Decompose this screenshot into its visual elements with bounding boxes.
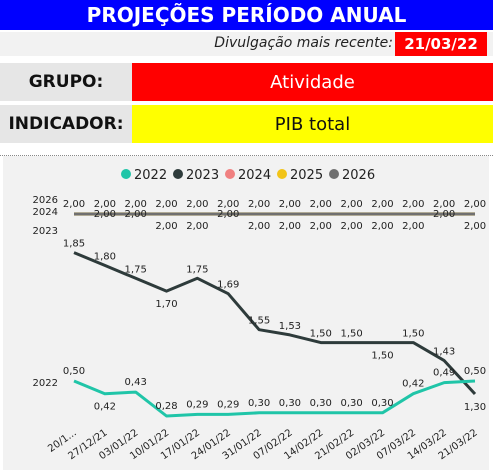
data-label-2023-13: 1,30 (464, 402, 486, 413)
data-label-2022-6: 0,30 (248, 398, 270, 409)
legend-marker-2026 (329, 169, 339, 179)
data-label-2024-13: 2,00 (464, 221, 486, 232)
data-label-2023-7: 1,53 (279, 321, 301, 332)
data-label-2024-9: 2,00 (340, 221, 362, 232)
data-label-2026-6: 2,00 (248, 199, 270, 210)
row-label-2023: 2023 (33, 226, 58, 237)
legend-marker-2023 (173, 169, 183, 179)
legend-label-2023: 2023 (186, 168, 219, 183)
legend-label-2025: 2025 (290, 168, 323, 183)
indicator-label: INDICADOR: (0, 105, 132, 143)
series-line-2022 (73, 379, 476, 418)
data-label-2026-11: 2,00 (402, 199, 424, 210)
data-label-2026-3: 2,00 (155, 199, 177, 210)
data-label-2024-10: 2,00 (371, 221, 393, 232)
data-label-2022-11: 0,42 (402, 379, 424, 390)
legend-label-2022: 2022 (134, 168, 167, 183)
data-label-2023-12: 1,43 (433, 347, 455, 358)
data-label-2023-9: 1,50 (340, 329, 362, 340)
row-label-2022: 2022 (33, 378, 58, 389)
legend-marker-2022 (121, 169, 131, 179)
legend-label-2024: 2024 (238, 168, 271, 183)
data-label-2024-7: 2,00 (279, 221, 301, 232)
release-label: Divulgação mais recente: (214, 35, 393, 51)
data-label-2026-4: 2,00 (186, 199, 208, 210)
data-label-2022-13: 0,50 (464, 366, 486, 377)
data-label-2024-6: 2,00 (248, 221, 270, 232)
data-label-2025-2: 2,00 (125, 209, 147, 220)
data-label-2026-13: 2,00 (464, 199, 486, 210)
data-label-2024-4: 2,00 (186, 221, 208, 232)
legend-marker-2025 (277, 169, 287, 179)
data-label-2023-8: 1,50 (310, 329, 332, 340)
data-label-2026-5: 2,00 (217, 199, 239, 210)
data-label-2022-2: 0,43 (125, 377, 147, 388)
data-label-2023-10: 1,50 (371, 351, 393, 362)
data-label-2022-9: 0,30 (340, 398, 362, 409)
data-label-2026-0: 2,00 (63, 199, 85, 210)
data-label-2022-5: 0,29 (217, 399, 239, 410)
data-label-2026-2: 2,00 (125, 199, 147, 210)
data-label-2022-8: 0,30 (310, 398, 332, 409)
data-label-2023-0: 1,85 (63, 239, 85, 250)
data-label-2024-11: 2,00 (402, 221, 424, 232)
group-value[interactable]: Atividade (132, 63, 493, 101)
data-label-2023-4: 1,75 (186, 264, 208, 275)
legend-label-2026: 2026 (342, 168, 375, 183)
data-label-2026-7: 2,00 (279, 199, 301, 210)
data-label-2026-1: 2,00 (94, 199, 116, 210)
data-label-2024-8: 2,00 (310, 221, 332, 232)
data-label-2022-3: 0,28 (155, 401, 177, 412)
page-title: PROJEÇÕES PERÍODO ANUAL (86, 3, 407, 27)
data-label-2023-3: 1,70 (155, 299, 177, 310)
indicator-value[interactable]: PIB total (132, 105, 493, 143)
data-label-2026-10: 2,00 (371, 199, 393, 210)
release-date: 21/03/22 (395, 32, 487, 56)
data-label-2022-12: 0,49 (433, 368, 455, 379)
data-label-2026-8: 2,00 (310, 199, 332, 210)
row-label-2024: 2024 (33, 207, 58, 218)
page-title-banner: PROJEÇÕES PERÍODO ANUAL (0, 0, 493, 30)
data-label-2025-5: 2,00 (217, 209, 239, 220)
data-label-2025-1: 2,00 (94, 209, 116, 220)
data-label-2022-0: 0,50 (63, 366, 85, 377)
data-label-2022-10: 0,30 (371, 398, 393, 409)
data-label-2023-5: 1,69 (217, 280, 239, 291)
group-label: GRUPO: (0, 63, 132, 101)
release-row: Divulgação mais recente: 21/03/22 (0, 32, 493, 56)
data-label-2023-1: 1,80 (94, 251, 116, 262)
data-label-2023-2: 1,75 (125, 264, 147, 275)
data-label-2025-12: 2,00 (433, 209, 455, 220)
data-label-2026-12: 2,00 (433, 199, 455, 210)
data-label-2024-3: 2,00 (155, 221, 177, 232)
series-line-2023 (73, 251, 477, 396)
data-label-2022-4: 0,29 (186, 399, 208, 410)
data-label-2022-7: 0,30 (279, 398, 301, 409)
data-label-2022-1: 0,42 (94, 402, 116, 413)
data-label-2023-11: 1,50 (402, 329, 424, 340)
data-label-2026-9: 2,00 (340, 199, 362, 210)
data-label-2023-6: 1,55 (248, 316, 270, 327)
legend-marker-2024 (225, 169, 235, 179)
chart-area: 2022 2023 2024 2025 2026 2,00 2,00 2,00 2,00 2,00… (0, 155, 493, 470)
row-label-2026: 2026 (33, 195, 58, 206)
